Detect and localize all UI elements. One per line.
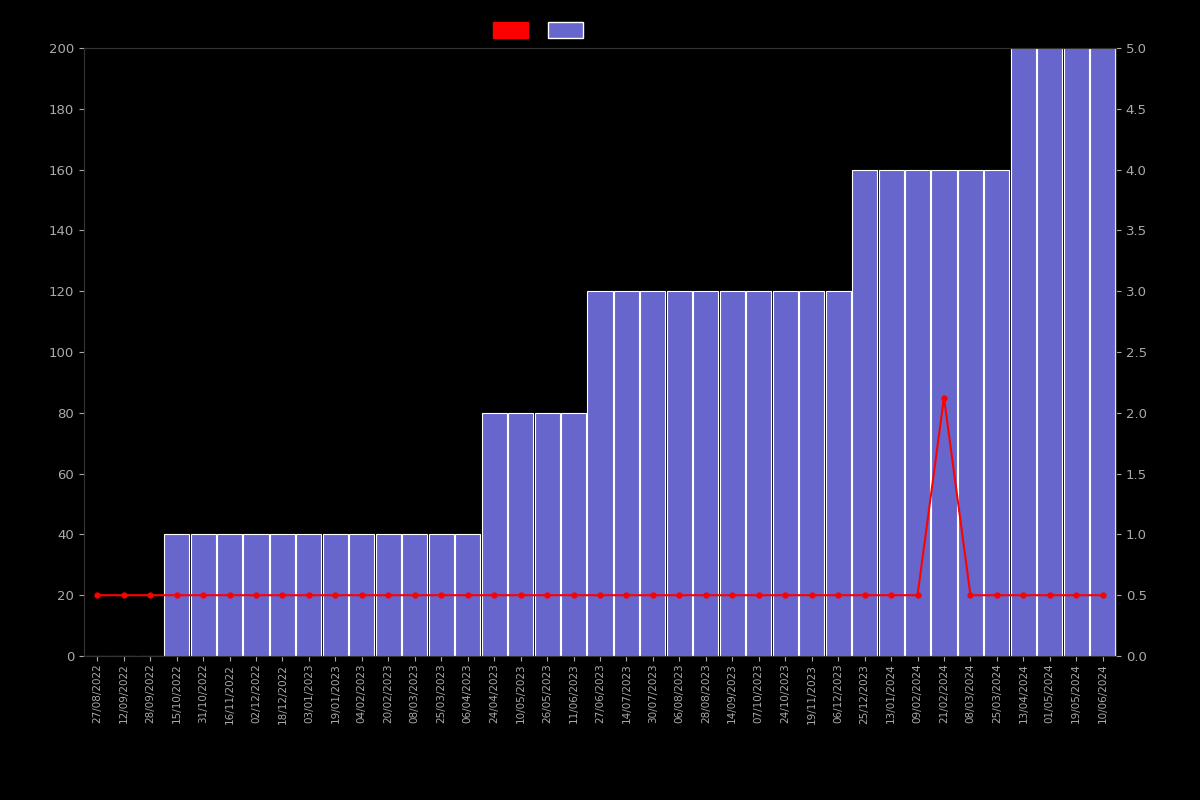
Bar bbox=[1091, 48, 1115, 656]
Legend: , : , bbox=[493, 22, 583, 38]
Bar bbox=[323, 534, 348, 656]
Bar bbox=[428, 534, 454, 656]
Bar bbox=[931, 170, 956, 656]
Bar bbox=[191, 534, 216, 656]
Bar bbox=[1063, 48, 1088, 656]
Bar bbox=[560, 413, 586, 656]
Bar bbox=[667, 291, 692, 656]
Bar bbox=[746, 291, 772, 656]
Bar bbox=[852, 170, 877, 656]
Bar bbox=[905, 170, 930, 656]
Bar bbox=[349, 534, 374, 656]
Bar bbox=[694, 291, 719, 656]
Bar bbox=[244, 534, 269, 656]
Bar bbox=[164, 534, 190, 656]
Bar bbox=[1010, 48, 1036, 656]
Bar bbox=[799, 291, 824, 656]
Bar bbox=[720, 291, 745, 656]
Bar bbox=[455, 534, 480, 656]
Bar bbox=[534, 413, 559, 656]
Bar bbox=[826, 291, 851, 656]
Bar bbox=[508, 413, 533, 656]
Bar bbox=[984, 170, 1009, 656]
Bar bbox=[402, 534, 427, 656]
Bar bbox=[1037, 48, 1062, 656]
Bar bbox=[481, 413, 506, 656]
Bar bbox=[614, 291, 640, 656]
Bar bbox=[878, 170, 904, 656]
Bar bbox=[270, 534, 295, 656]
Bar bbox=[958, 170, 983, 656]
Bar bbox=[641, 291, 666, 656]
Bar bbox=[588, 291, 612, 656]
Bar bbox=[296, 534, 322, 656]
Bar bbox=[773, 291, 798, 656]
Bar bbox=[217, 534, 242, 656]
Bar bbox=[376, 534, 401, 656]
